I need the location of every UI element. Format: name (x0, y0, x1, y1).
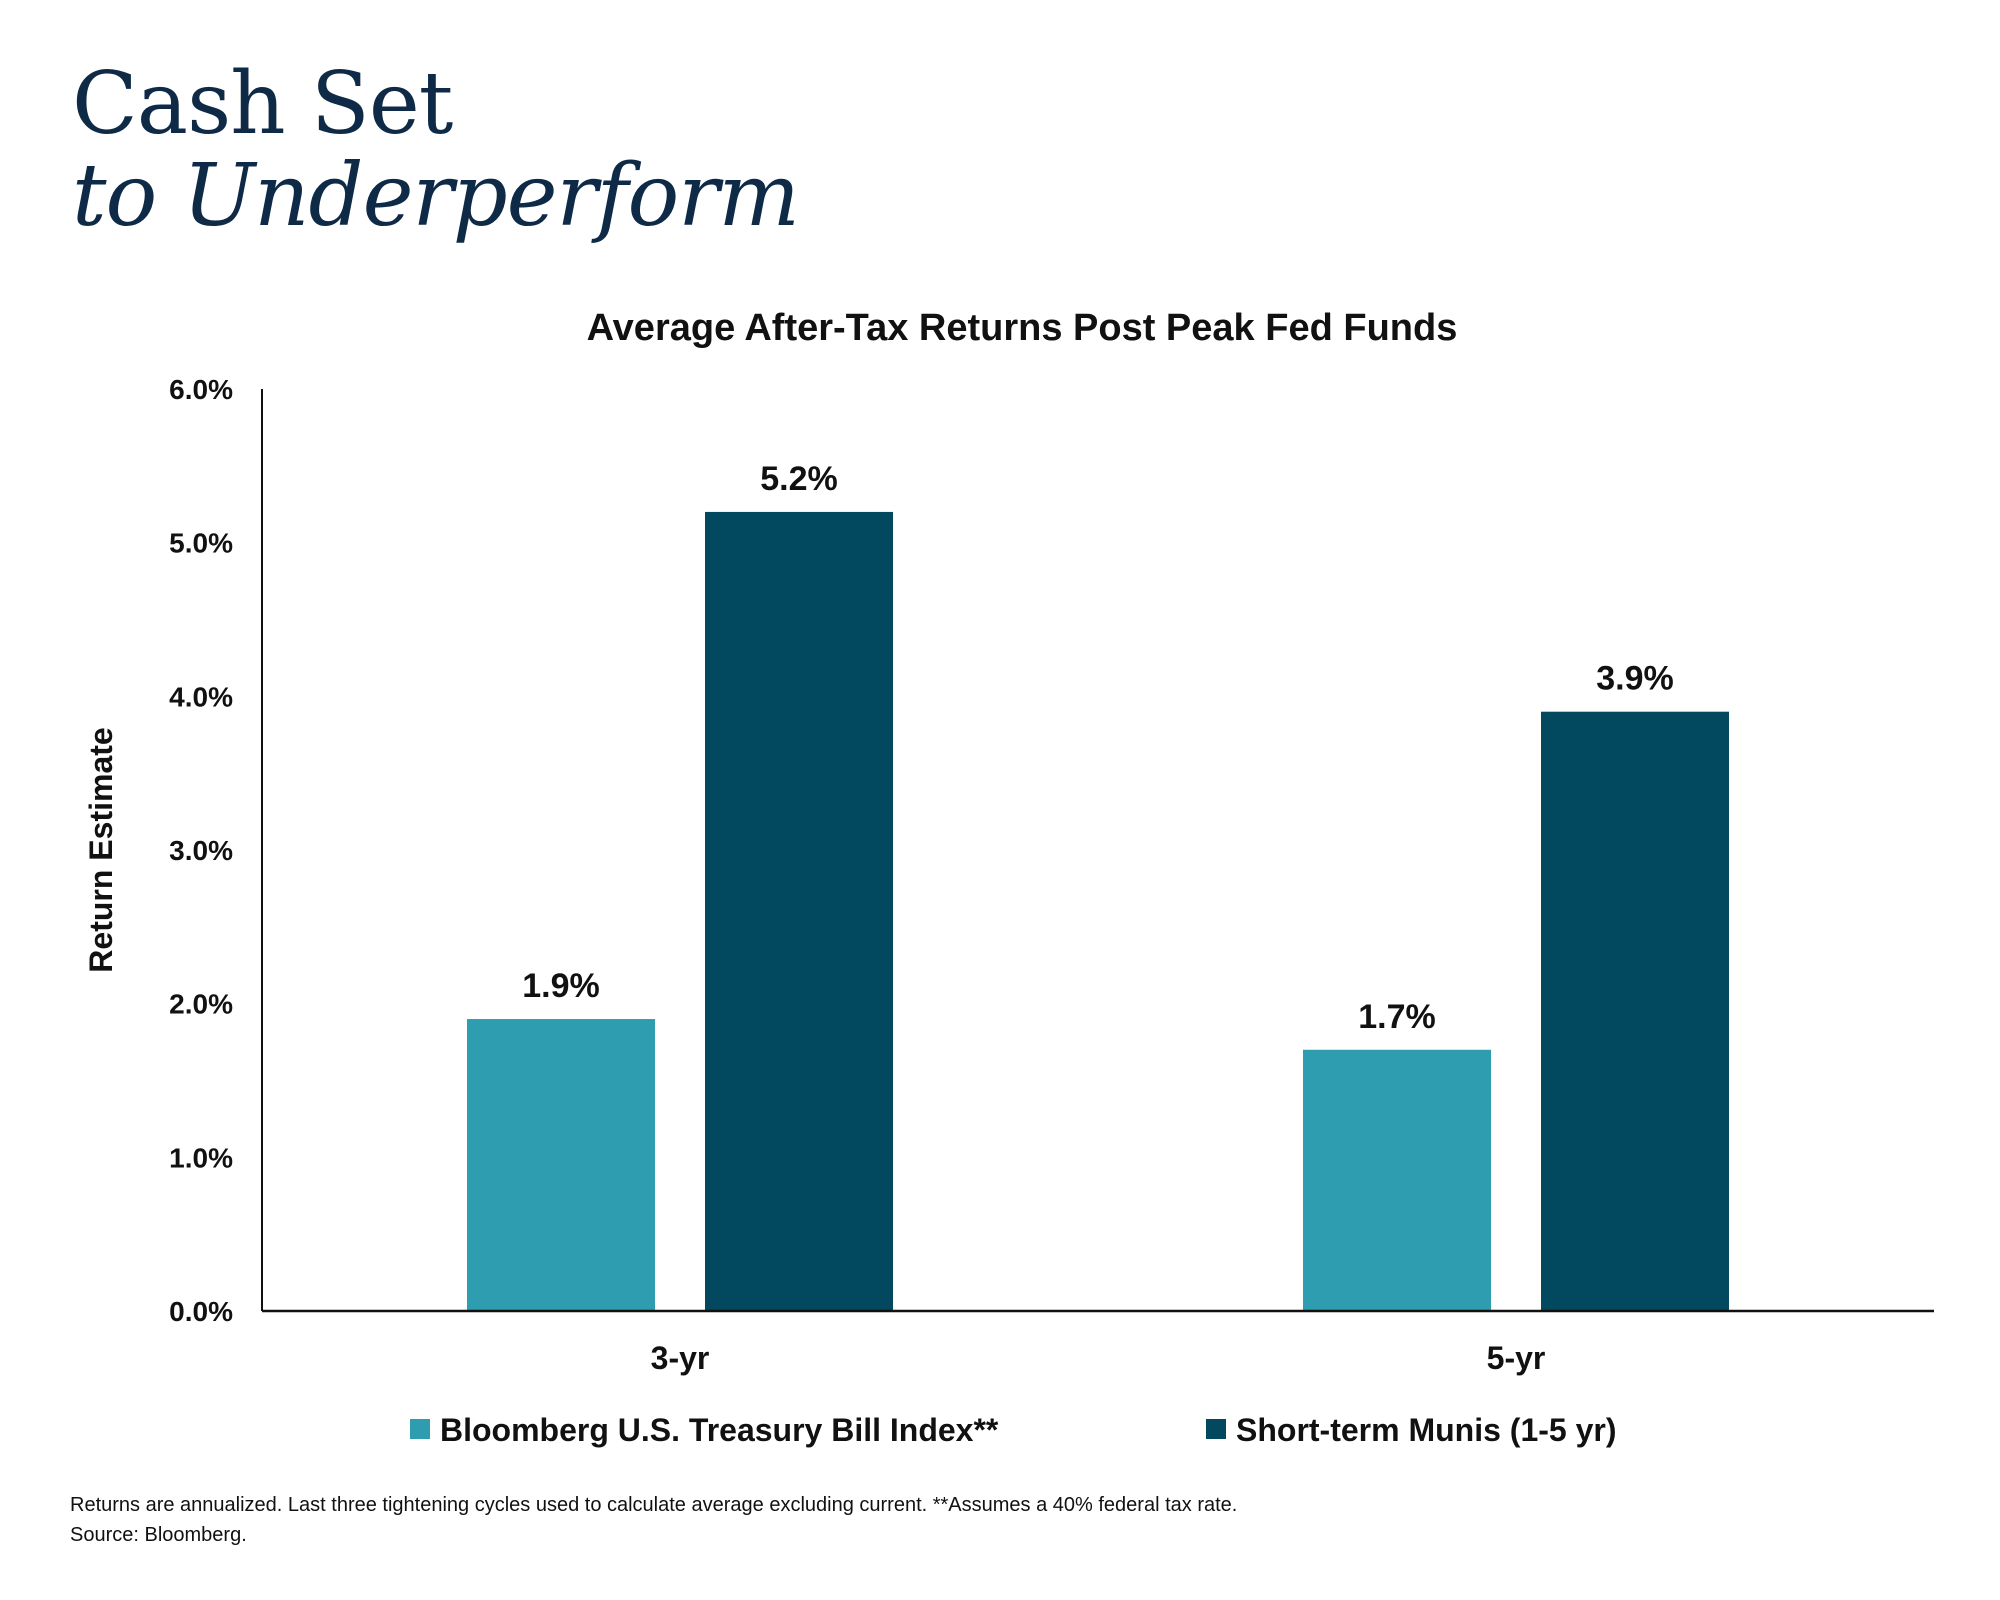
footnote: Returns are annualized. Last three tight… (70, 1490, 1237, 1550)
data-label: 5.2% (760, 460, 838, 498)
legend-label: Short-term Munis (1-5 yr) (1236, 1412, 1616, 1448)
x-tick-label: 3-yr (651, 1340, 710, 1376)
bar-3-yr-series-1 (467, 1019, 655, 1311)
bar-5-yr-series-1 (1303, 1049, 1491, 1311)
headline-line-2: to Underperform (72, 146, 800, 246)
data-label: 1.7% (1358, 998, 1436, 1036)
legend-label: Bloomberg U.S. Treasury Bill Index** (440, 1412, 999, 1448)
y-tick-label: 2.0% (169, 989, 233, 1020)
source-note: Source: Bloomberg. (70, 1524, 247, 1546)
chart-title: Average After-Tax Returns Post Peak Fed … (587, 307, 1458, 349)
x-tick-label: 5-yr (1487, 1340, 1546, 1376)
data-label: 1.9% (522, 967, 600, 1005)
legend-swatch (410, 1419, 430, 1439)
y-tick-label: 1.0% (169, 1142, 233, 1173)
bar-3-yr-series-2 (705, 511, 893, 1311)
footnote-line-1: Returns are annualized. Last three tight… (70, 1494, 1238, 1516)
y-tick-label: 6.0% (169, 374, 233, 405)
legend-swatch (1206, 1419, 1226, 1439)
headline: Cash Set to Underperform (72, 54, 800, 246)
headline-line-1: Cash Set (72, 54, 453, 154)
y-tick-label: 3.0% (169, 835, 233, 866)
y-tick-label: 4.0% (169, 681, 233, 712)
y-axis-label: Return Estimate (83, 727, 119, 972)
data-label: 3.9% (1596, 660, 1674, 698)
y-tick-label: 5.0% (169, 528, 233, 559)
y-tick-label: 0.0% (169, 1296, 233, 1327)
bar-5-yr-series-2 (1541, 711, 1729, 1311)
